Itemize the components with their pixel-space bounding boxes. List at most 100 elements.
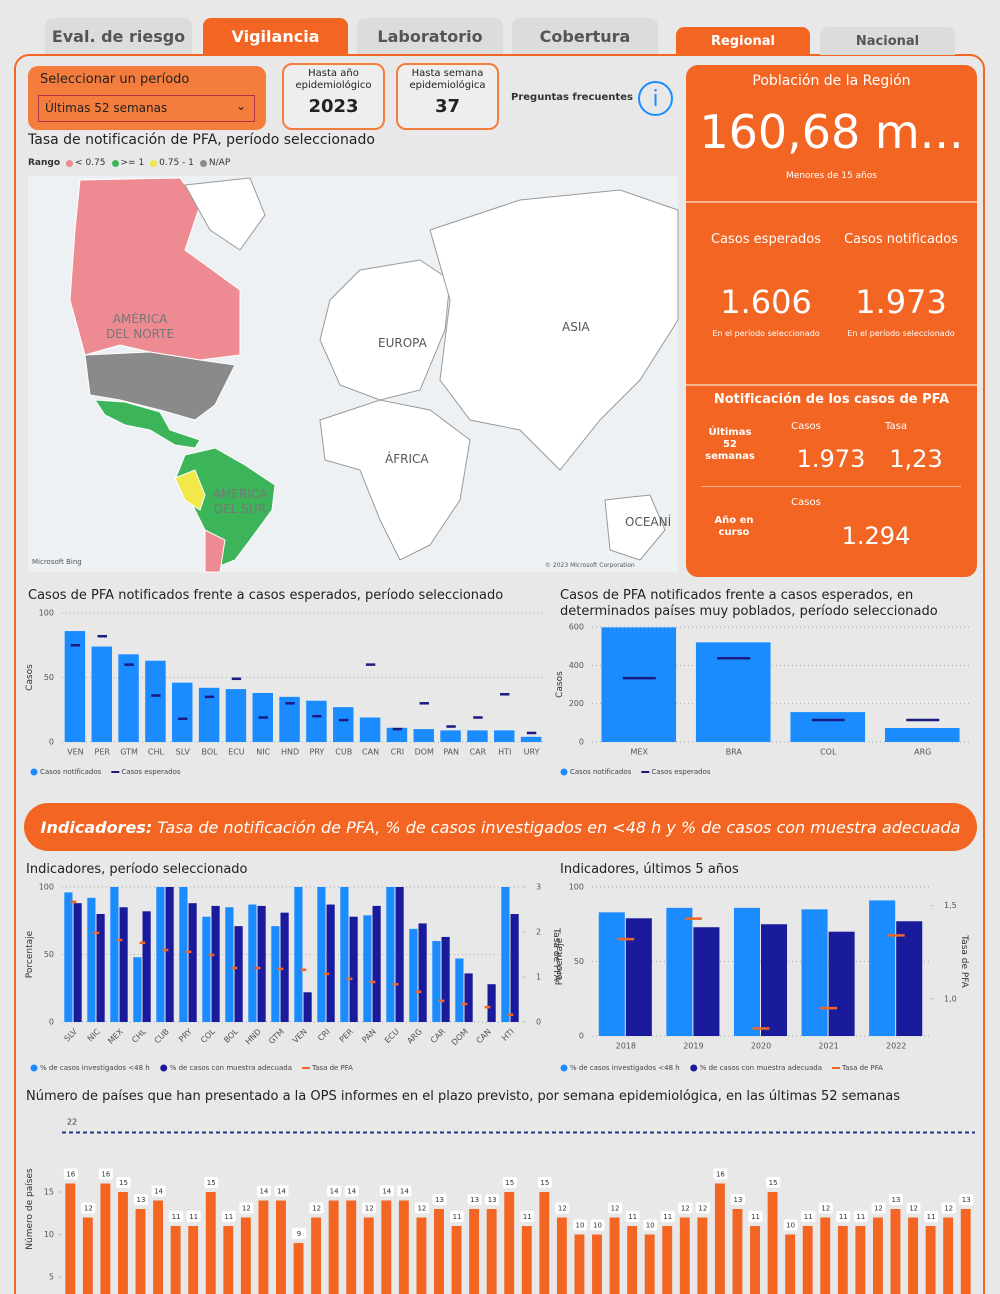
- axis-title: Porcentaje: [555, 937, 565, 985]
- data-label: 12: [365, 1205, 374, 1213]
- data-label-box: [292, 1228, 307, 1239]
- data-label: 10: [786, 1222, 795, 1230]
- bar: [82, 1217, 93, 1294]
- map-label: AMÉRICA DEL NORTE: [105, 312, 175, 341]
- bar: [693, 927, 720, 1036]
- bar: [592, 1234, 602, 1294]
- data-label-box: [134, 1194, 149, 1205]
- tab[interactable]: Cobertura: [512, 18, 658, 54]
- bar: [280, 912, 289, 1022]
- bar: [625, 918, 652, 1036]
- bar: [294, 887, 303, 1022]
- legend-swatch: [150, 159, 158, 167]
- scope-tab[interactable]: Regional: [676, 27, 810, 55]
- tab[interactable]: Eval. de riesgo: [45, 18, 192, 54]
- divider: [686, 201, 977, 203]
- bar: [494, 730, 515, 742]
- bar: [188, 903, 197, 1022]
- x-tick-label: VEN: [67, 748, 84, 757]
- bar: [223, 1226, 234, 1294]
- data-label: 12: [312, 1205, 321, 1213]
- legend-swatch: [160, 1064, 168, 1072]
- data-label-box: [467, 1194, 482, 1205]
- data-label: 13: [892, 1196, 901, 1204]
- data-label: 14: [259, 1188, 268, 1196]
- bar: [413, 729, 434, 742]
- data-label-box: [766, 1177, 781, 1188]
- period-dropdown[interactable]: Últimas 52 semanas ⌄: [38, 95, 255, 122]
- legend-item: >= 1: [111, 158, 145, 168]
- kpi-value: 1.294: [841, 522, 911, 550]
- data-label: 12: [821, 1205, 830, 1213]
- data-label-box: [432, 1194, 447, 1205]
- x-tick-label: HND: [281, 748, 299, 757]
- bar: [386, 727, 408, 742]
- tab[interactable]: Vigilancia: [203, 18, 348, 54]
- x-tick-label: HTI: [500, 1027, 516, 1043]
- bar: [333, 707, 354, 742]
- x-tick-label: 2021: [818, 1042, 838, 1051]
- legend-swatch: [199, 159, 207, 167]
- dropdown-arrow: ⌄: [235, 99, 246, 113]
- scope-tab[interactable]: Nacional: [820, 27, 955, 55]
- kpi-title: Notificación de los casos de PFA: [713, 392, 950, 407]
- x-tick-label: COL: [820, 748, 837, 757]
- data-label: 11: [453, 1213, 462, 1221]
- tick-label: 100: [569, 883, 584, 892]
- x-tick-label: SLV: [63, 1027, 80, 1044]
- data-label: 11: [523, 1213, 532, 1221]
- data-label-box: [941, 1202, 956, 1214]
- bar: [416, 1217, 427, 1294]
- chart-title: Casos de PFA notificados frente a casos …: [28, 588, 504, 603]
- bar: [133, 957, 142, 1022]
- info-icon[interactable]: i: [638, 81, 673, 116]
- bar: [714, 1183, 725, 1294]
- week-label: Hasta semana epidemiológica: [409, 68, 486, 91]
- map-label: OCEANÍ: [625, 515, 672, 529]
- rate-label: Tasa: [885, 421, 907, 432]
- bar: [434, 1209, 444, 1294]
- tick-label: 0: [49, 738, 54, 747]
- axis-title: Tasa de PFA: [551, 927, 561, 981]
- bar: [820, 1217, 831, 1294]
- bar: [202, 916, 211, 1022]
- faq-link[interactable]: Preguntas frecuentes: [511, 92, 633, 103]
- data-label-box: [502, 1177, 517, 1188]
- x-tick-label: 2018: [616, 1042, 636, 1051]
- bar: [248, 904, 257, 1022]
- x-tick-label: CRI: [316, 1027, 332, 1043]
- bar: [556, 1217, 567, 1294]
- bar: [87, 897, 96, 1022]
- kpi-title: Casos notificados: [844, 232, 958, 247]
- bar: [156, 887, 165, 1022]
- legend-swatch: [66, 159, 74, 167]
- kpi-note: En el período seleccionado: [712, 329, 820, 338]
- tab[interactable]: Laboratorio: [357, 18, 503, 54]
- data-label-box: [327, 1185, 342, 1197]
- bar: [91, 646, 112, 742]
- bar: [432, 941, 441, 1022]
- data-label: 12: [874, 1205, 883, 1213]
- axis-title: Casos: [555, 671, 565, 698]
- bar: [785, 1234, 796, 1294]
- bar: [733, 907, 760, 1036]
- legend-label: Tasa de PFA: [311, 1064, 353, 1072]
- bar: [225, 689, 247, 742]
- data-label-box: [678, 1202, 693, 1214]
- x-tick-label: BOL: [202, 748, 219, 757]
- legend-label: % de casos investigados <48 h: [40, 1064, 150, 1072]
- legend-label: >= 1: [120, 158, 145, 168]
- bar: [142, 911, 151, 1022]
- data-label-box: [590, 1219, 605, 1231]
- data-label: 10: [575, 1222, 584, 1230]
- bar: [225, 907, 234, 1022]
- year-card: Hasta año epidemiológico 2023: [282, 63, 385, 130]
- data-label: 13: [962, 1196, 971, 1204]
- bar: [118, 1192, 128, 1294]
- bar: [451, 1226, 462, 1294]
- data-label: 13: [137, 1196, 146, 1204]
- map-label: AMÉRICA DEL SUR: [212, 487, 268, 516]
- data-label-box: [274, 1185, 289, 1197]
- x-tick-label: HND: [244, 1027, 263, 1046]
